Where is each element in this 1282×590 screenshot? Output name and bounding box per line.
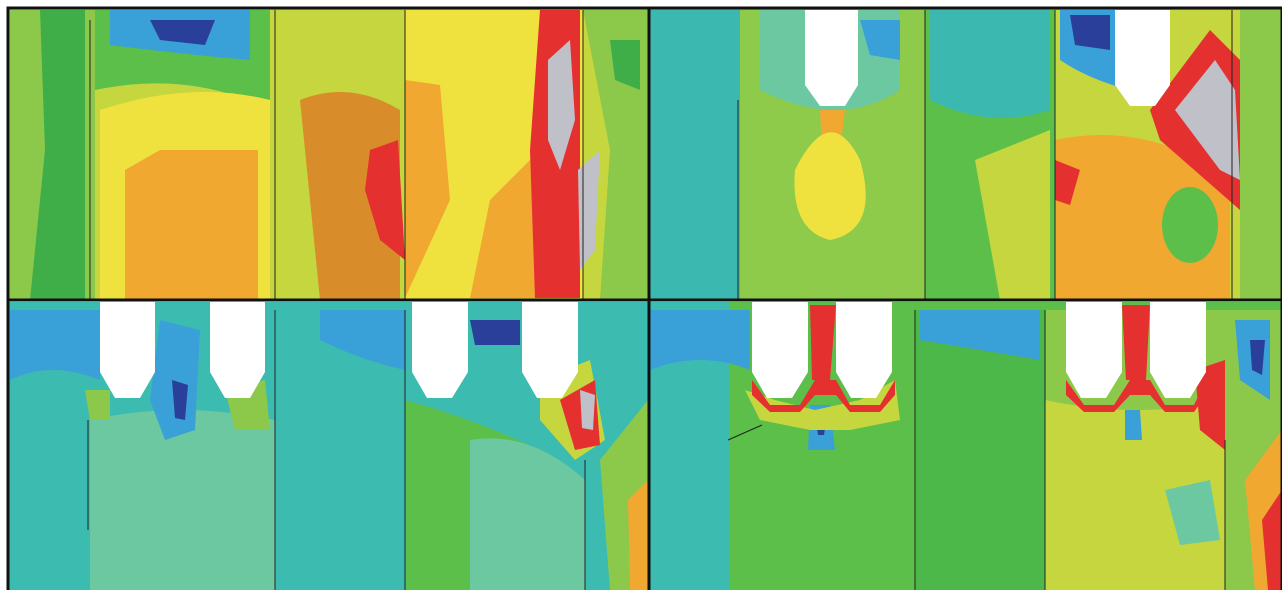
contour-region <box>930 10 1050 118</box>
contour-region <box>580 390 595 430</box>
contour-region <box>1240 10 1282 300</box>
contour-region <box>752 302 808 398</box>
contour-region <box>10 310 100 380</box>
contour-region <box>100 302 155 398</box>
panel-top-right <box>650 8 1282 300</box>
contour-region <box>125 150 258 300</box>
contour-region <box>650 10 740 300</box>
contour-region <box>1162 187 1218 263</box>
contour-region <box>1150 302 1206 398</box>
contour-region <box>210 302 265 398</box>
contour-region <box>1070 15 1110 50</box>
figure <box>0 0 1282 590</box>
contour-region <box>90 410 275 590</box>
contour-region <box>1115 10 1170 106</box>
contour-region <box>522 302 578 398</box>
contour-region <box>412 302 468 398</box>
contour-region <box>836 302 892 398</box>
page: (() => { const data = JSON.parse(documen… <box>0 0 1282 590</box>
panel-top-left <box>8 8 648 300</box>
panel-bottom-right <box>650 302 1282 590</box>
panel-bottom-left <box>8 302 648 590</box>
contour-region <box>805 10 858 106</box>
contour-region <box>1125 410 1142 440</box>
contour-region <box>470 320 520 345</box>
contour-region <box>1066 302 1122 398</box>
